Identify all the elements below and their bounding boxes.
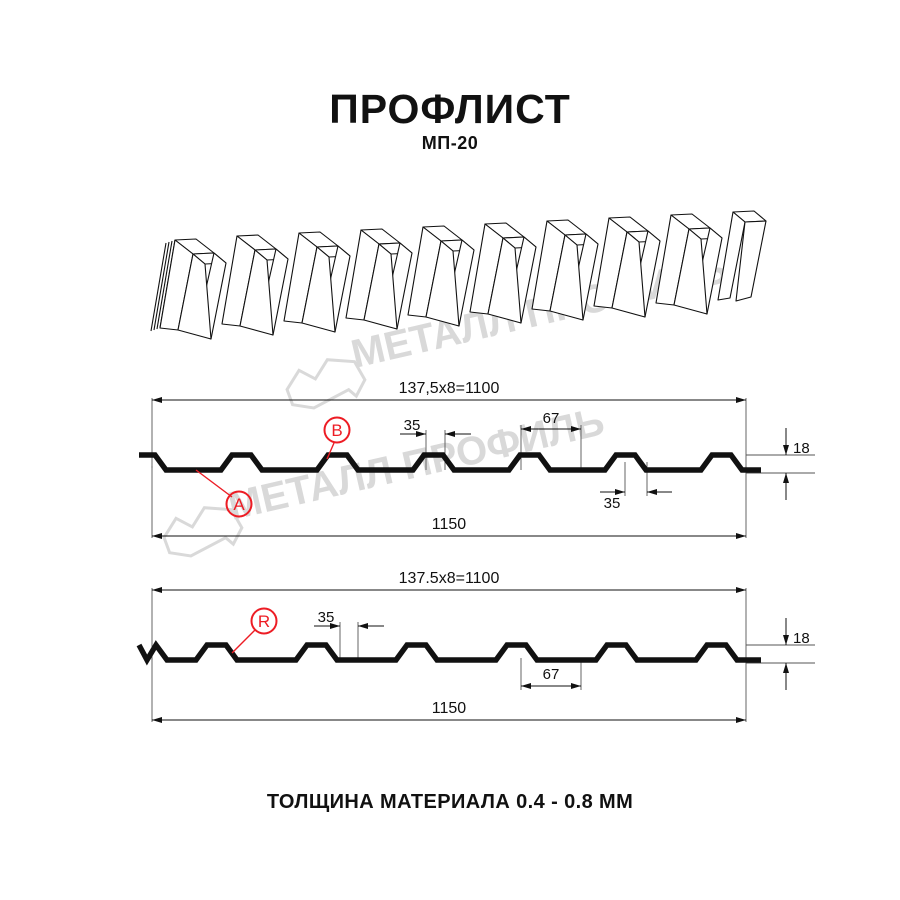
balloon-a: A xyxy=(195,469,253,518)
dimension-valley-width-label: 67 xyxy=(543,410,560,427)
dimension-overall-width: 1150 xyxy=(152,700,746,723)
dimension-valley-width: 67 xyxy=(521,410,581,432)
dimension-flank-width-label: 35 xyxy=(604,495,621,512)
dimension-pitch-total: 137,5x8=1100 xyxy=(152,380,746,403)
dimension-height: 18 xyxy=(783,618,810,690)
dimension-valley-width-label: 67 xyxy=(543,666,560,683)
balloon-b-label: B xyxy=(331,421,342,440)
profile-outline xyxy=(136,640,761,666)
balloon-r-label: R xyxy=(258,612,270,631)
dimension-flank-width: 35 xyxy=(600,489,672,512)
balloon-b: B xyxy=(323,416,351,460)
dimension-crest-width: 35 xyxy=(314,609,384,629)
extension-lines xyxy=(151,588,815,722)
balloon-r: R xyxy=(231,607,278,654)
dimension-pitch-total: 137.5x8=1100 xyxy=(152,570,746,593)
dimension-crest-width: 35 xyxy=(400,417,471,437)
watermark-logo-icon xyxy=(162,506,244,558)
watermark-group-middle: МЕТАЛЛ ПРОФИЛЬ xyxy=(162,399,608,558)
page-subtitle-model: МП-20 xyxy=(421,133,479,153)
dimension-crest-width-label: 35 xyxy=(404,417,421,434)
dimension-overall-width: 1150 xyxy=(152,516,746,539)
dimension-pitch-total-label: 137,5x8=1100 xyxy=(399,380,500,397)
profile-outline xyxy=(139,452,761,473)
rib-valley-bottom xyxy=(177,253,212,340)
dimension-height-label: 18 xyxy=(793,630,810,647)
dimension-valley-width: 67 xyxy=(521,666,581,689)
cross-section-reverse: 137.5x8=1100 35 67 xyxy=(136,570,815,723)
rib-series xyxy=(221,210,767,336)
isometric-profile-view xyxy=(150,210,767,340)
material-thickness-note: ТОЛЩИНА МАТЕРИАЛА 0.4 - 0.8 ММ xyxy=(266,791,634,813)
dimension-pitch-total-label: 137.5x8=1100 xyxy=(399,570,500,587)
cross-section-front: 137,5x8=1100 35 67 xyxy=(139,380,815,539)
balloon-a-label: A xyxy=(233,495,245,514)
watermark-logo-icon xyxy=(285,358,367,410)
dimension-height: 18 xyxy=(783,428,810,500)
dimension-height-label: 18 xyxy=(793,440,810,457)
dimension-overall-width-label: 1150 xyxy=(432,700,467,717)
dimension-crest-width-label: 35 xyxy=(318,609,335,626)
page-title: ПРОФЛИСТ xyxy=(329,86,571,132)
dimension-overall-width-label: 1150 xyxy=(432,516,467,533)
